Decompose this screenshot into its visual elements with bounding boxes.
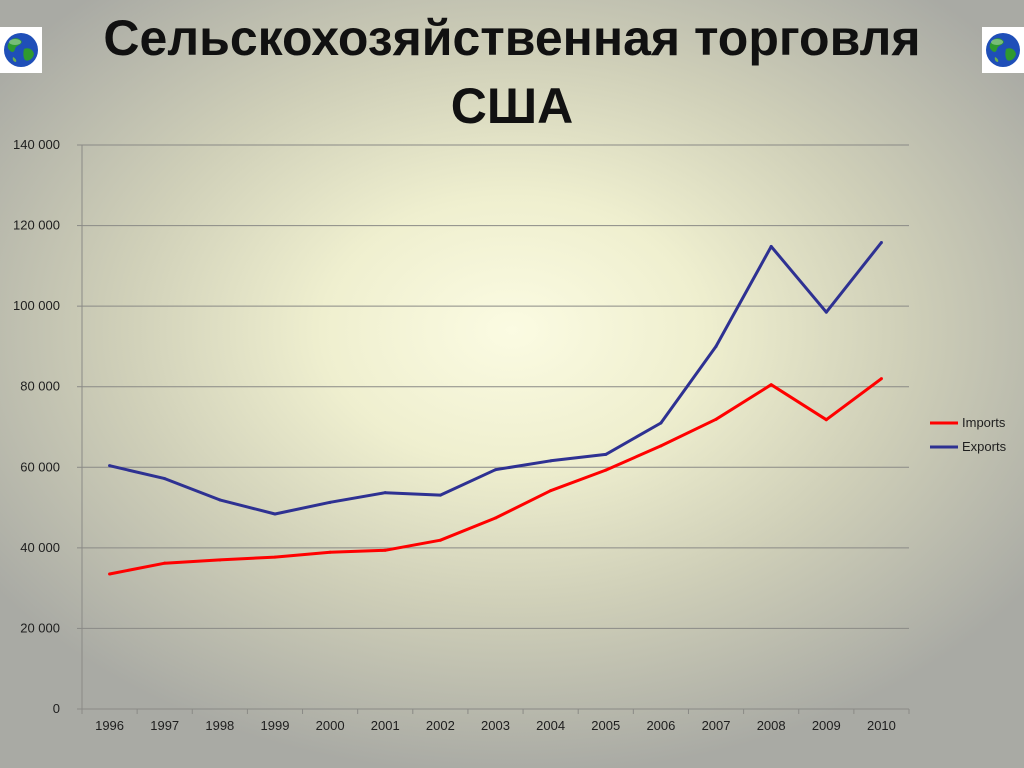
data-point-imports (659, 444, 663, 448)
data-point-exports (108, 464, 112, 468)
y-tick-label: 0 (53, 701, 60, 716)
y-tick-label: 100 000 (13, 298, 60, 313)
x-tick-label: 2003 (481, 718, 510, 733)
data-point-exports (604, 452, 608, 456)
x-tick-label: 2000 (316, 718, 345, 733)
data-point-exports (769, 245, 773, 249)
y-tick-label: 40 000 (20, 540, 60, 555)
x-tick-label: 1996 (95, 718, 124, 733)
data-point-exports (328, 500, 332, 504)
globe-icon (0, 27, 42, 73)
data-point-exports (438, 493, 442, 497)
data-point-imports (769, 383, 773, 387)
data-point-imports (879, 377, 883, 381)
series-line-exports (109, 241, 883, 516)
y-tick-label: 120 000 (13, 218, 60, 233)
y-tick-label: 20 000 (20, 620, 60, 635)
grid-layer (82, 144, 909, 629)
series-layer (108, 240, 883, 576)
x-tick-label: 2004 (536, 718, 565, 733)
data-point-exports (273, 512, 277, 516)
x-tick-label: 2005 (591, 718, 620, 733)
x-tick-label: 2001 (371, 718, 400, 733)
data-point-imports (328, 550, 332, 554)
data-point-imports (273, 555, 277, 559)
y-tick-label: 60 000 (20, 459, 60, 474)
data-point-exports (659, 421, 663, 425)
y-tick-label: 140 000 (13, 137, 60, 152)
x-tick-label: 2008 (757, 718, 786, 733)
data-point-imports (824, 418, 828, 422)
data-point-exports (163, 477, 167, 481)
data-point-imports (714, 417, 718, 421)
data-point-exports (549, 459, 553, 463)
data-point-exports (494, 468, 497, 472)
x-tick-label: 2007 (702, 718, 731, 733)
data-point-imports (218, 558, 222, 562)
globe-icon (982, 27, 1024, 73)
legend: Imports Exports (930, 415, 1007, 454)
x-tick-label: 1997 (150, 718, 179, 733)
legend-label-imports: Imports (962, 415, 1006, 430)
x-tick-label: 1999 (261, 718, 290, 733)
axis-layer: 0 20 000 40 000 60 000 80 000 100 000 120 000 1… (13, 137, 910, 733)
data-point-imports (383, 548, 387, 552)
data-point-imports (438, 538, 442, 542)
slide-title: Сельскохозяйственная торговля США (103, 10, 921, 134)
data-point-imports (604, 468, 608, 472)
y-tick-label: 80 000 (20, 379, 60, 394)
data-point-imports (494, 516, 497, 520)
legend-label-exports: Exports (962, 439, 1007, 454)
x-tick-label: 2006 (646, 718, 675, 733)
data-point-exports (714, 344, 718, 348)
data-point-imports (549, 489, 553, 493)
x-tick-label: 2002 (426, 718, 455, 733)
data-point-exports (218, 498, 222, 502)
data-point-imports (108, 572, 112, 576)
data-point-exports (824, 310, 828, 314)
x-tick-label: 2010 (867, 718, 896, 733)
series-line-imports (109, 377, 883, 576)
x-tick-label: 1998 (205, 718, 234, 733)
data-point-imports (163, 561, 167, 565)
x-tick-label: 2009 (812, 718, 841, 733)
data-point-exports (383, 491, 387, 495)
data-point-exports (879, 240, 883, 244)
